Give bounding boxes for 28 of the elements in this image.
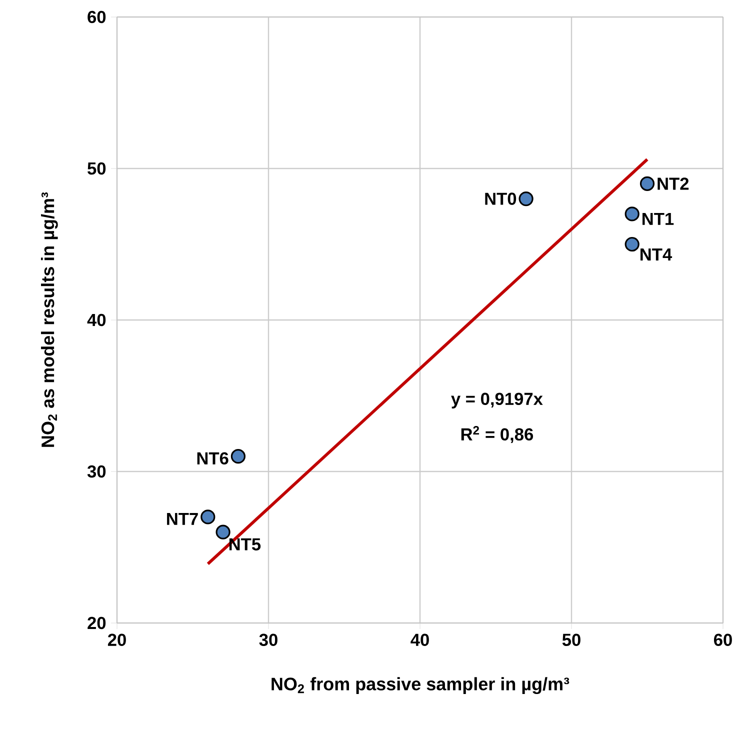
x-tick-label: 40 xyxy=(410,634,429,646)
y-axis-title: NO$_{2}$ as model results in µg/m³ xyxy=(40,192,58,447)
point xyxy=(216,524,230,540)
y-tick-label: 30 xyxy=(87,465,106,478)
point xyxy=(640,176,655,191)
annotation: NT2 xyxy=(658,178,689,190)
annotation: NT6 xyxy=(197,452,228,464)
y-tick-label: 60 xyxy=(88,10,106,24)
point xyxy=(230,449,246,464)
annotation: NT7 xyxy=(167,512,198,525)
x-tick-label: 60 xyxy=(714,634,732,646)
annotation: R$^{2}$ = 0,86 xyxy=(461,426,534,444)
x-tick-label: 20 xyxy=(108,634,126,646)
annotation: NT0 xyxy=(485,192,516,205)
annotation: NT5 xyxy=(229,538,261,550)
point xyxy=(624,206,640,222)
point xyxy=(200,510,216,524)
y-tick-label: 50 xyxy=(88,162,106,175)
x-tick-label: 30 xyxy=(259,634,278,646)
annotation: NT4 xyxy=(640,248,672,260)
point xyxy=(518,191,534,206)
y-tick-label: 40 xyxy=(87,314,106,326)
x-tick-label: 50 xyxy=(562,634,580,646)
annotation: NT1 xyxy=(642,212,674,225)
y-tick-label: 20 xyxy=(88,616,106,630)
annotation: y = 0,9197x xyxy=(451,392,543,408)
x-axis-title: NO$_{2}$ from passive sampler in µg/m³ xyxy=(272,677,570,694)
point xyxy=(624,236,640,252)
